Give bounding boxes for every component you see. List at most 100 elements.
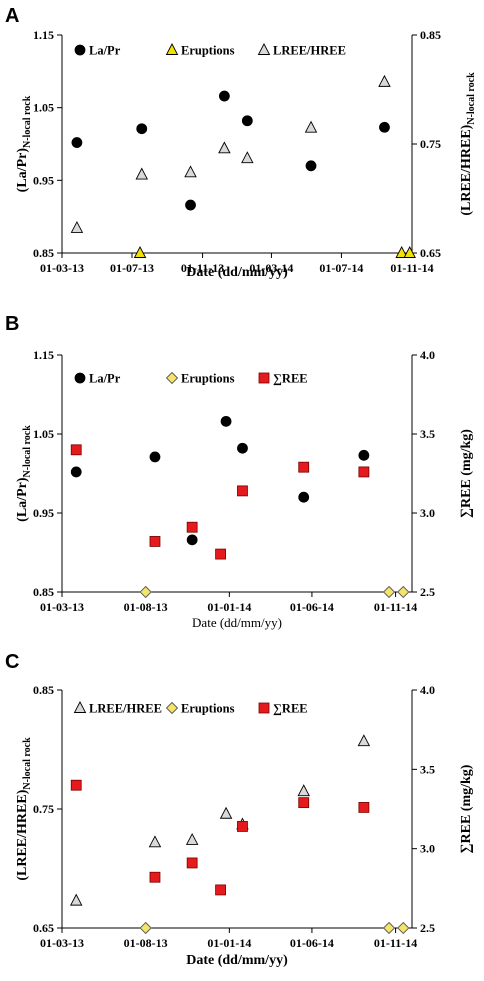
x-axis-title: Date (dd/mm/yy) [186, 953, 288, 968]
data-point [71, 137, 83, 148]
x-tick-label: 01-11-14 [390, 261, 433, 275]
legend-label: La/Pr [89, 44, 121, 58]
y-tick-label: 1.05 [33, 427, 54, 441]
y2-tick-label: 0.65 [420, 246, 441, 260]
y2-tick-label: 2.5 [420, 585, 435, 599]
x-tick-label: 01-06-14 [290, 936, 334, 950]
data-point [382, 921, 396, 935]
legend-label: ∑REE [273, 702, 308, 716]
data-point [186, 857, 198, 869]
y2-axis-title: ∑REE (mg/kg) [459, 429, 474, 518]
y-tick-label: 0.65 [33, 921, 54, 935]
data-point [136, 123, 148, 135]
y2-tick-label: 3.0 [420, 506, 435, 520]
legend-marker [74, 372, 86, 384]
data-point [185, 832, 199, 845]
y2-tick-label: 4.0 [420, 683, 435, 697]
y-tick-label: 1.15 [33, 28, 54, 42]
y-tick-label: 0.85 [33, 585, 54, 599]
data-point [382, 585, 396, 599]
x-tick-label: 01-03-13 [40, 261, 84, 275]
y-axis-title-sub: N-local rock [22, 737, 33, 790]
y2-tick-label: 4.0 [420, 348, 435, 362]
x-tick-label: 01-03-14 [249, 261, 293, 275]
data-point [218, 141, 231, 154]
data-point [395, 246, 408, 258]
legend-marker [165, 371, 179, 385]
y-tick-label: 0.75 [33, 802, 54, 816]
x-tick-label: 01-03-13 [40, 936, 84, 950]
data-point [139, 585, 152, 599]
data-point [149, 451, 161, 463]
data-point [397, 585, 410, 599]
x-tick-label: 01-06-14 [290, 600, 334, 614]
data-point [185, 199, 196, 211]
legend-label: LREE/HREE [273, 44, 346, 58]
x-tick-label: 01-07-14 [319, 261, 363, 275]
y2-tick-label: 0.75 [420, 137, 441, 151]
data-point [358, 802, 370, 813]
data-point [241, 115, 253, 127]
data-point [304, 120, 318, 133]
data-point [358, 466, 370, 478]
data-point [186, 521, 198, 533]
data-point [184, 165, 197, 178]
data-point [397, 921, 410, 935]
data-point [70, 779, 82, 791]
legend-label: Eruptions [181, 44, 235, 58]
y2-tick-label: 0.85 [420, 28, 441, 42]
y-axis-title-sub: N-local rock [22, 425, 33, 478]
legend-marker [258, 372, 270, 384]
panel-letter: A [5, 5, 19, 27]
data-point [70, 466, 82, 478]
x-tick-label: 01-11-13 [181, 261, 224, 275]
x-tick-label: 01-08-13 [124, 600, 168, 614]
data-point [297, 784, 310, 797]
y2-axis-title-main: (LREE/HREE) [459, 124, 474, 215]
legend-marker [73, 701, 87, 713]
y2-tick-label: 3.5 [420, 762, 435, 776]
x-tick-label: 01-07-13 [110, 261, 154, 275]
data-point [298, 461, 310, 473]
y2-axis-title-sub: N-local rock [466, 72, 477, 125]
y-axis-title-main: (La/Pr) [15, 148, 30, 193]
data-point [69, 893, 83, 906]
data-point [215, 548, 226, 560]
legend: LREE/HREE Eruptions ∑REE [73, 701, 308, 716]
data-point [70, 220, 84, 233]
data-point [149, 871, 161, 883]
data-point [358, 449, 370, 461]
panel-letter: B [5, 313, 19, 335]
x-tick-label: 01-11-14 [374, 600, 417, 614]
legend-marker [258, 702, 270, 714]
y-tick-label: 0.95 [33, 173, 54, 187]
y2-tick-label: 2.5 [420, 921, 435, 935]
y-axis-title: (LREE/HREE)N-local rock [15, 737, 33, 881]
panel-letter: C [5, 651, 19, 673]
data-point [219, 806, 233, 819]
y-tick-label: 1.15 [33, 348, 54, 362]
series-ree [70, 444, 370, 560]
y-tick-label: 0.85 [33, 683, 54, 697]
data-point [298, 797, 310, 809]
legend-label: LREE/HREE [89, 702, 162, 716]
x-tick-label: 01-01-14 [207, 936, 251, 950]
series-la-pr [71, 90, 390, 211]
y2-axis-title: ∑REE (mg/kg) [459, 764, 474, 853]
x-tick-label: 01-01-14 [207, 600, 251, 614]
legend-label: Eruptions [181, 372, 235, 386]
series-ree [70, 779, 370, 896]
data-point [237, 442, 248, 454]
series-lree-hree [70, 74, 391, 233]
series-eruptions [139, 921, 410, 935]
y-tick-label: 1.05 [33, 101, 54, 115]
series-eruptions [139, 585, 410, 599]
data-point [379, 121, 390, 133]
legend: La/Pr Eruptions LREE/HREE [74, 43, 346, 58]
data-point [237, 821, 248, 832]
y-axis-title: (La/Pr)N-local rock [15, 425, 33, 522]
data-point [215, 884, 226, 896]
y-tick-label: 0.95 [33, 506, 54, 520]
